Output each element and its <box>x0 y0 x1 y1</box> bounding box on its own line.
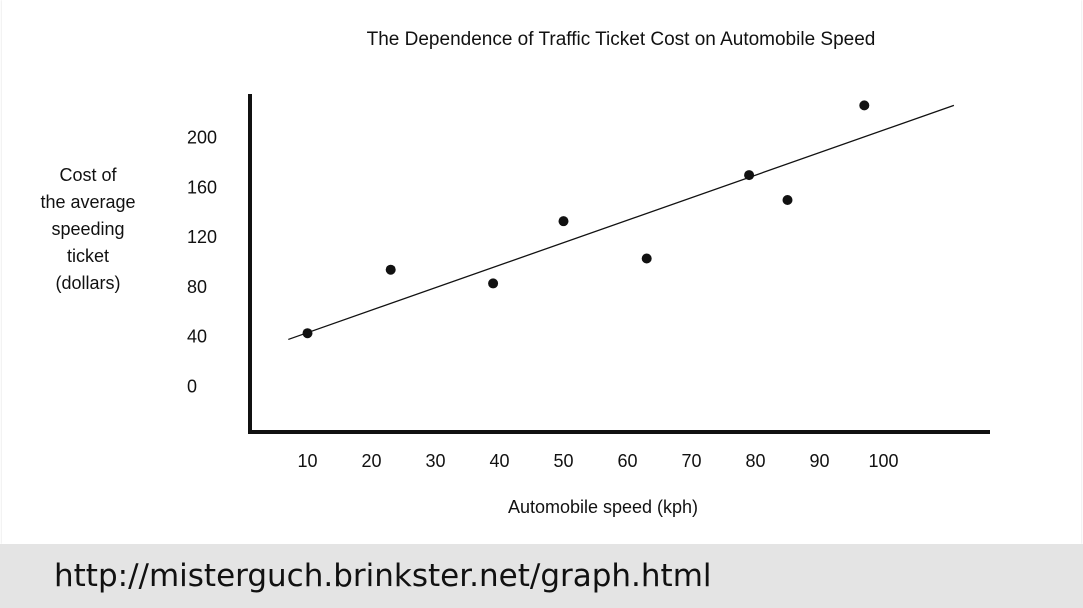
x-tick-label: 80 <box>745 451 765 471</box>
chart-panel: The Dependence of Traffic Ticket Cost on… <box>2 0 1081 544</box>
x-tick-label: 40 <box>489 451 509 471</box>
y-tick-label: 0 <box>187 377 197 397</box>
x-axis-label: Automobile speed (kph) <box>508 497 698 517</box>
x-tick-label: 90 <box>809 451 829 471</box>
x-tick-label: 50 <box>553 451 573 471</box>
x-tick-label: 10 <box>297 451 317 471</box>
y-tick-labels: 0 40 80 120 160 200 <box>187 128 217 397</box>
y-axis-label-line: (dollars) <box>55 273 120 293</box>
data-point <box>302 328 313 339</box>
trendline-group <box>288 104 955 341</box>
data-point <box>859 100 870 111</box>
data-point <box>641 253 652 264</box>
y-tick-label: 200 <box>187 128 217 148</box>
x-tick-label: 60 <box>617 451 637 471</box>
data-point <box>385 264 396 275</box>
x-tick-labels: 10 20 30 40 50 60 70 80 90 100 <box>297 451 898 471</box>
trendline <box>288 104 955 341</box>
x-tick-label: 30 <box>425 451 445 471</box>
y-axis-label: Cost of the average speeding ticket (dollars… <box>40 165 135 293</box>
data-point <box>782 194 793 205</box>
y-axis-label-line: the average <box>40 192 135 212</box>
chart-title: The Dependence of Traffic Ticket Cost on… <box>367 29 876 50</box>
data-point <box>744 170 755 181</box>
y-axis-label-line: Cost of <box>59 165 117 185</box>
y-axis-label-line: speeding <box>51 219 124 239</box>
data-points <box>302 100 870 339</box>
data-point <box>558 216 569 227</box>
footer-bar: http://misterguch.brinkster.net/graph.ht… <box>0 544 1083 608</box>
y-tick-label: 80 <box>187 277 207 297</box>
x-tick-label: 100 <box>868 451 898 471</box>
y-axis-label-line: ticket <box>67 246 109 266</box>
y-tick-label: 120 <box>187 227 217 247</box>
source-url: http://misterguch.brinkster.net/graph.ht… <box>54 558 712 594</box>
data-point <box>488 278 499 289</box>
x-tick-label: 20 <box>361 451 381 471</box>
y-tick-label: 160 <box>187 177 217 197</box>
scatter-chart: The Dependence of Traffic Ticket Cost on… <box>40 29 990 517</box>
y-tick-label: 40 <box>187 327 207 347</box>
x-tick-label: 70 <box>681 451 701 471</box>
